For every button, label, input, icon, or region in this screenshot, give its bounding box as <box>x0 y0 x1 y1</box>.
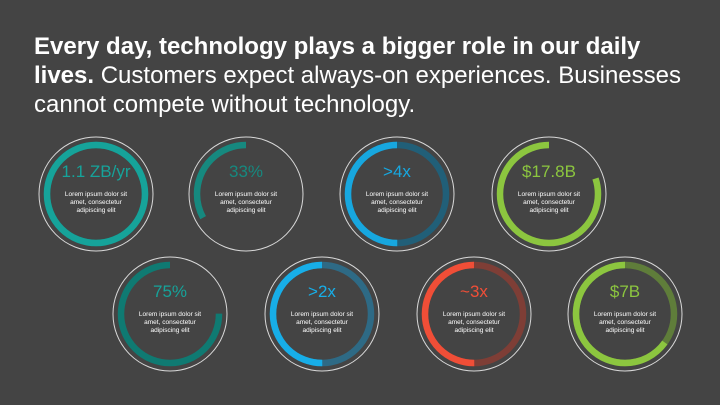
gauge-ring <box>491 136 607 252</box>
gauge-outline <box>416 256 532 372</box>
gauge-ring <box>188 136 304 252</box>
gauge-outline <box>112 256 228 372</box>
stat-value: 33% <box>228 162 264 181</box>
stat-gauge: $17.8B Lorem ipsum dolor sit amet, conse… <box>490 135 608 253</box>
headline-bold: Every day, technology plays a bigger rol… <box>34 33 641 89</box>
gauge-ring <box>112 256 228 372</box>
stat-gauge: ~3x Lorem ipsum dolor sit amet, consecte… <box>415 255 533 373</box>
gauge-progress <box>269 261 375 367</box>
gauge-progress <box>117 261 223 367</box>
gauge-progress <box>43 141 149 247</box>
stat-caption: Lorem ipsum dolor sit amet, consectetur … <box>365 191 429 214</box>
gauge-progress <box>572 261 678 367</box>
gauge-outline <box>567 256 683 372</box>
stat-value: $7B <box>609 282 641 301</box>
stat-caption: Lorem ipsum dolor sit amet, consectetur … <box>442 311 506 334</box>
stat-gauge: >2x Lorem ipsum dolor sit amet, consecte… <box>263 255 381 373</box>
gauge-outline <box>339 136 455 252</box>
stat-caption: Lorem ipsum dolor sit amet, consectetur … <box>517 191 581 214</box>
gauge-progress <box>193 141 299 247</box>
stat-value: $17.8B <box>522 162 576 181</box>
headline-regular: Customers expect always-on experiences. … <box>34 62 681 118</box>
stat-gauge: >4x Lorem ipsum dolor sit amet, consecte… <box>338 135 456 253</box>
stat-value: >2x <box>308 282 336 301</box>
stat-value: 1.1 ZB/yr <box>61 162 131 181</box>
gauge-ring <box>339 136 455 252</box>
gauge-outline <box>264 256 380 372</box>
stat-value: ~3x <box>460 282 488 301</box>
stat-caption: Lorem ipsum dolor sit amet, consectetur … <box>138 311 202 334</box>
gauge-progress <box>421 261 527 367</box>
stat-caption: Lorem ipsum dolor sit amet, consectetur … <box>593 311 657 334</box>
gauge-ring <box>416 256 532 372</box>
stat-gauge: 33% Lorem ipsum dolor sit amet, consecte… <box>187 135 305 253</box>
gauge-outline <box>188 136 304 252</box>
gauge-ring <box>264 256 380 372</box>
gauge-progress <box>496 141 602 247</box>
stat-caption: Lorem ipsum dolor sit amet, consectetur … <box>214 191 278 214</box>
stat-gauge: 1.1 ZB/yr Lorem ipsum dolor sit amet, co… <box>37 135 155 253</box>
gauge-outline <box>491 136 607 252</box>
headline: Every day, technology plays a bigger rol… <box>34 32 704 119</box>
stat-value: >4x <box>383 162 411 181</box>
stat-value: 75% <box>152 282 188 301</box>
gauge-ring <box>567 256 683 372</box>
stat-gauge: $7B Lorem ipsum dolor sit amet, consecte… <box>566 255 684 373</box>
stat-gauge: 75% Lorem ipsum dolor sit amet, consecte… <box>111 255 229 373</box>
stat-caption: Lorem ipsum dolor sit amet, consectetur … <box>64 191 128 214</box>
gauge-progress <box>344 141 450 247</box>
gauge-ring <box>38 136 154 252</box>
gauge-outline <box>38 136 154 252</box>
stat-caption: Lorem ipsum dolor sit amet, consectetur … <box>290 311 354 334</box>
